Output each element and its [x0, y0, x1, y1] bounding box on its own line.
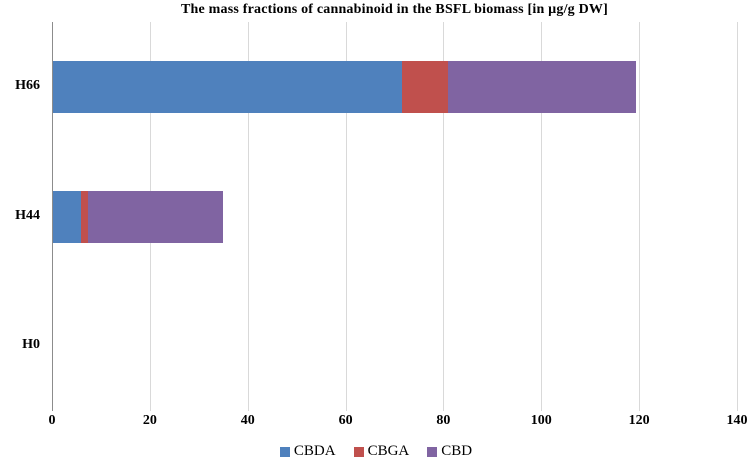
legend: CBDA CBGA CBD — [0, 443, 752, 460]
bar-segment-cbda-h66 — [53, 60, 402, 113]
category-label: H66 — [15, 77, 40, 93]
x-tick-label: 80 — [436, 413, 451, 428]
x-tick-label: 20 — [142, 413, 157, 428]
bar-segment-cbga-h44 — [80, 190, 88, 243]
bar-segment-cbga-h66 — [401, 60, 448, 113]
category-label: H0 — [22, 337, 40, 353]
bar-row — [53, 190, 223, 243]
legend-label: CBD — [441, 443, 473, 459]
gridline — [541, 22, 543, 411]
bar-segment-cbda-h44 — [53, 190, 81, 243]
plot-area — [52, 22, 738, 411]
gridline — [443, 22, 445, 411]
legend-item-cbga: CBGA — [353, 443, 410, 460]
x-tick-label: 140 — [726, 413, 748, 428]
bar-segment-cbd-h66 — [447, 60, 637, 113]
bar-row — [53, 60, 637, 113]
legend-item-cbda: CBDA — [279, 443, 336, 460]
gridline — [639, 22, 641, 411]
x-tick-label: 120 — [628, 413, 650, 428]
category-axis-line — [52, 22, 53, 411]
x-tick-label: 0 — [48, 413, 56, 428]
legend-label: CBDA — [293, 443, 336, 459]
x-tick-label: 100 — [530, 413, 552, 428]
legend-swatch-cbga-icon — [353, 446, 364, 457]
x-tick-label: 40 — [240, 413, 255, 428]
x-tick-label: 60 — [338, 413, 353, 428]
gridline — [345, 22, 347, 411]
legend-swatch-cbd-icon — [427, 446, 438, 457]
gridline — [247, 22, 249, 411]
category-label: H44 — [15, 207, 40, 223]
gridline — [737, 22, 738, 411]
legend-swatch-cbda-icon — [279, 446, 290, 457]
legend-item-cbd: CBD — [427, 443, 472, 460]
legend-label: CBGA — [367, 443, 410, 459]
bar-segment-cbd-h44 — [87, 190, 223, 243]
chart-title: The mass fractions of cannabinoid in the… — [181, 2, 608, 17]
